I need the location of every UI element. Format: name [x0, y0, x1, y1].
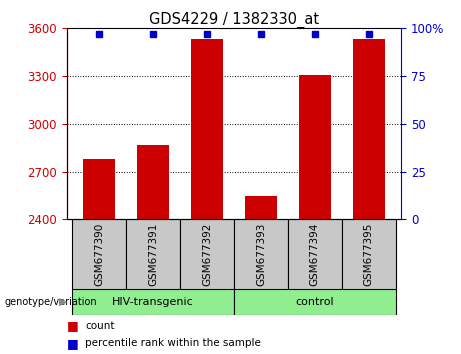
Bar	[72, 219, 126, 289]
Bar	[299, 75, 331, 219]
Bar	[288, 219, 342, 289]
Bar	[245, 195, 277, 219]
Bar	[126, 219, 180, 289]
Bar	[137, 144, 169, 219]
Bar	[234, 289, 396, 315]
Bar	[180, 219, 234, 289]
Text: genotype/variation: genotype/variation	[5, 297, 97, 307]
Bar	[72, 289, 234, 315]
Text: GSM677392: GSM677392	[202, 223, 212, 286]
Bar	[353, 40, 385, 219]
Bar	[83, 159, 115, 219]
Text: control: control	[296, 297, 334, 307]
Bar	[342, 219, 396, 289]
Text: ■: ■	[67, 337, 78, 350]
Text: GSM677395: GSM677395	[364, 223, 374, 286]
Text: GSM677394: GSM677394	[310, 223, 320, 286]
Text: GSM677391: GSM677391	[148, 223, 158, 286]
Text: GSM677390: GSM677390	[94, 223, 104, 286]
Text: GSM677393: GSM677393	[256, 223, 266, 286]
Text: count: count	[85, 321, 115, 331]
Title: GDS4229 / 1382330_at: GDS4229 / 1382330_at	[149, 12, 319, 28]
Text: HIV-transgenic: HIV-transgenic	[112, 297, 194, 307]
Bar	[191, 40, 223, 219]
Text: percentile rank within the sample: percentile rank within the sample	[85, 338, 261, 348]
Bar	[234, 219, 288, 289]
Text: ▶: ▶	[59, 297, 67, 307]
Text: ■: ■	[67, 319, 78, 332]
